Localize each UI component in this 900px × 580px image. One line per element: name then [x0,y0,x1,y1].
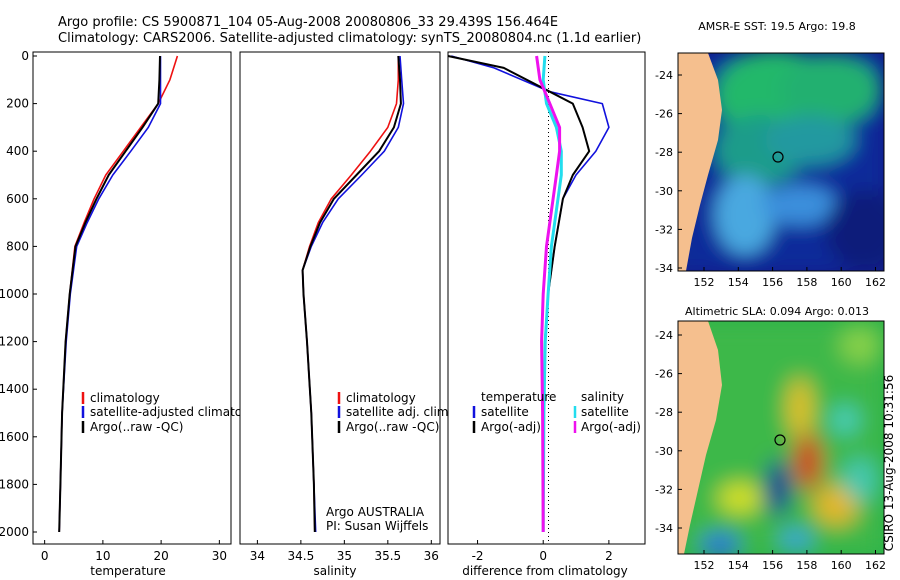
depth-tick-label: 1000 [0,287,29,301]
lon-tick-label: 156 [762,276,783,289]
difference-legend: temperature satellite Argo(-adj) salinit… [472,390,641,434]
lat-tick-label: -34 [655,262,673,275]
depth-tick-label: 1400 [0,382,29,396]
legend-label-argo: Argo(..raw -QC) [90,420,183,434]
sla-map-frame [677,320,885,555]
x-tick-label: 35 [337,549,352,563]
lat-tick-label: -28 [655,406,673,419]
x-tick-label: -2 [472,549,484,563]
salinity-x-axis: 34 34.5 35 35.5 36 [250,540,439,563]
legend-label-sal-argo: Argo(-adj) [581,420,641,434]
sst-map-axes: -24 -26 -28 -30 -32 -34 152 154 156 158 160 162 [655,69,886,289]
legend-label-satellite: satellite-adjusted climatology [90,405,268,419]
lat-tick-label: -24 [655,329,673,342]
depth-tick-label: 0 [21,49,29,63]
sla-map-axes: -24 -26 -28 -30 -32 -34 152 154 156 158 160 162 [655,329,886,572]
lon-tick-label: 160 [831,276,852,289]
lon-tick-label: 152 [694,276,715,289]
temperature-xlabel: temperature [90,564,165,578]
figure-title-line2: Climatology: CARS2006. Satellite-adjuste… [58,31,641,46]
x-tick-label: 34 [250,549,265,563]
lat-tick-label: -30 [655,445,673,458]
depth-tick-label: 400 [6,144,29,158]
x-tick-label: 20 [153,549,168,563]
legend-label-temp-argo: Argo(-adj) [481,420,541,434]
x-tick-label: 10 [95,549,110,563]
temperature-x-axis: 0 10 20 30 [41,540,227,563]
lat-tick-label: -26 [655,108,673,121]
x-tick-label: 30 [212,549,227,563]
argo-float-marker-sla [774,434,786,446]
difference-x-axis: -2 0 2 [472,540,613,563]
depth-tick-label: 200 [6,97,29,111]
depth-axis: 0 200 400 600 800 1000 1200 1400 1600 1800 2000 [0,49,452,539]
lat-tick-label: -24 [655,69,673,82]
temperature-series [58,55,179,533]
difference-series [447,55,610,533]
series-line-argo-raw-qc- [301,55,402,533]
lat-tick-label: -30 [655,185,673,198]
lat-tick-label: -32 [655,223,673,236]
x-tick-label: 0 [41,549,49,563]
salinity-xlabel: salinity [313,564,356,578]
depth-tick-label: 800 [6,239,29,253]
legend-label-climatology: climatology [90,391,160,405]
lon-tick-label: 154 [728,276,749,289]
series-line-argo-raw-qc- [58,55,161,533]
legend-title-temperature: temperature [481,390,556,404]
legend-label-temp-satellite: satellite [481,405,529,419]
depth-tick-label: 2000 [0,525,29,539]
lon-tick-label: 162 [865,276,886,289]
x-tick-label: 0 [539,549,547,563]
lat-tick-label: -26 [655,368,673,381]
temperature-legend: climatology satellite-adjusted climatolo… [81,391,268,434]
lon-tick-label: 154 [728,559,749,572]
footer-timestamp: CSIRO 13-Aug-2008 10:31:56 [882,375,896,551]
sst-map-frame [677,52,885,272]
x-tick-label: 34.5 [288,549,315,563]
sst-map-title: AMSR-E SST: 19.5 Argo: 19.8 [698,20,856,33]
argo-float-marker [772,151,784,163]
lat-tick-label: -32 [655,483,673,496]
depth-tick-label: 600 [6,192,29,206]
lon-tick-label: 156 [762,559,783,572]
depth-tick-label: 1800 [0,477,29,491]
series-line-salinity-argo-adj- [535,55,562,533]
salinity-legend: climatology satellite adj. clim. Argo(..… [337,391,452,434]
temperature-panel: 0 200 400 600 800 1000 1200 1400 1600 1800 2000 0 1… [0,49,452,578]
sla-map-title: Altimetric SLA: 0.094 Argo: 0.013 [685,305,869,318]
lon-tick-label: 162 [865,559,886,572]
series-line-salinity-satellite [541,55,563,533]
x-tick-label: 2 [605,549,613,563]
temperature-axes-box [32,51,232,545]
legend-label-climatology: climatology [346,391,416,405]
figure-title-line1: Argo profile: CS 5900871_104 05-Aug-2008… [58,15,558,30]
lon-tick-label: 152 [694,559,715,572]
salinity-axes-box [239,51,441,545]
salinity-series [301,55,405,533]
salinity-panel: 34 34.5 35 35.5 36 salinity climatology sate… [239,51,452,578]
sst-map: AMSR-E SST: 19.5 Argo: 19.8 -24 -26 -28 -30… [655,20,886,289]
legend-label-sal-satellite: satellite [581,405,629,419]
legend-title-salinity: salinity [581,390,624,404]
lat-tick-label: -28 [655,146,673,159]
lat-tick-label: -34 [655,522,673,535]
lon-tick-label: 158 [796,559,817,572]
sla-map: Altimetric SLA: 0.094 Argo: 0.013 -24 -26… [655,305,886,572]
depth-tick-label: 1600 [0,430,29,444]
lon-tick-label: 158 [796,276,817,289]
difference-panel: -2 0 2 difference from climatology tempera… [447,51,646,578]
lon-tick-label: 160 [831,559,852,572]
difference-xlabel: difference from climatology [462,564,628,578]
depth-tick-label: 1200 [0,335,29,349]
legend-label-satellite: satellite adj. clim. [346,405,452,419]
credit-argo-australia: Argo AUSTRALIA [326,505,425,519]
x-tick-label: 35.5 [374,549,401,563]
credit-pi: PI: Susan Wijffels [326,519,428,533]
legend-label-argo: Argo(..raw -QC) [346,420,439,434]
x-tick-label: 36 [424,549,439,563]
